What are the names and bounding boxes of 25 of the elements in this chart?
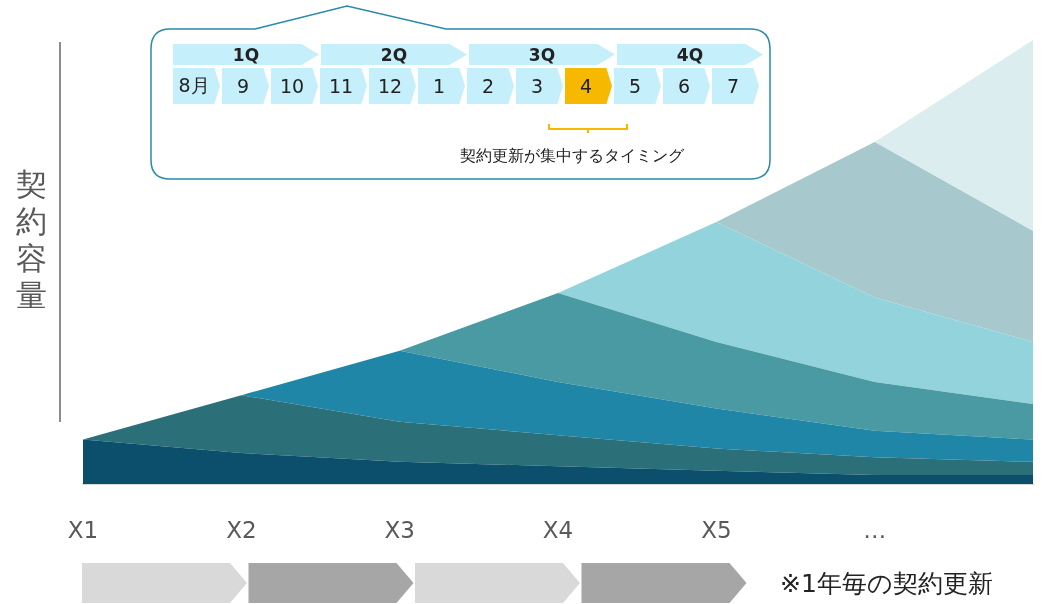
text: ※1年毎の契約更新 (780, 568, 993, 600)
chevron-tag: 3Q (469, 44, 615, 65)
chevron-tag: 4 (565, 68, 612, 104)
y-axis-title: 契約容量 (14, 166, 48, 314)
x-tick-label: … (863, 516, 887, 543)
chevron-tag: 9 (222, 68, 269, 104)
annotation: 契約更新が集中するタイミング (460, 146, 684, 167)
chevron-tag: 10 (271, 68, 318, 104)
chevron-tag: 1Q (173, 44, 319, 65)
x-tick-label: X5 (701, 516, 732, 543)
chevron-tag: 3 (516, 68, 563, 104)
chevron-tag: 8月 (173, 68, 220, 104)
chevron-tag: 11 (320, 68, 367, 104)
chevron-tag: 6 (663, 68, 710, 104)
x-tick-label: X3 (384, 516, 415, 543)
chevron-tag: 5 (614, 68, 661, 104)
x-tick-label: X4 (542, 516, 574, 543)
chevron-tag: 12 (369, 68, 416, 104)
chevron-tag: 2Q (321, 44, 467, 65)
x-tick-label: X1 (67, 516, 99, 543)
x-tick-label: X2 (226, 516, 257, 543)
chevron-tag: 4Q (617, 44, 763, 65)
chevron-tag: 7 (712, 68, 759, 104)
chevron-tag: 1 (418, 68, 465, 104)
chevron-tag: 2 (467, 68, 514, 104)
